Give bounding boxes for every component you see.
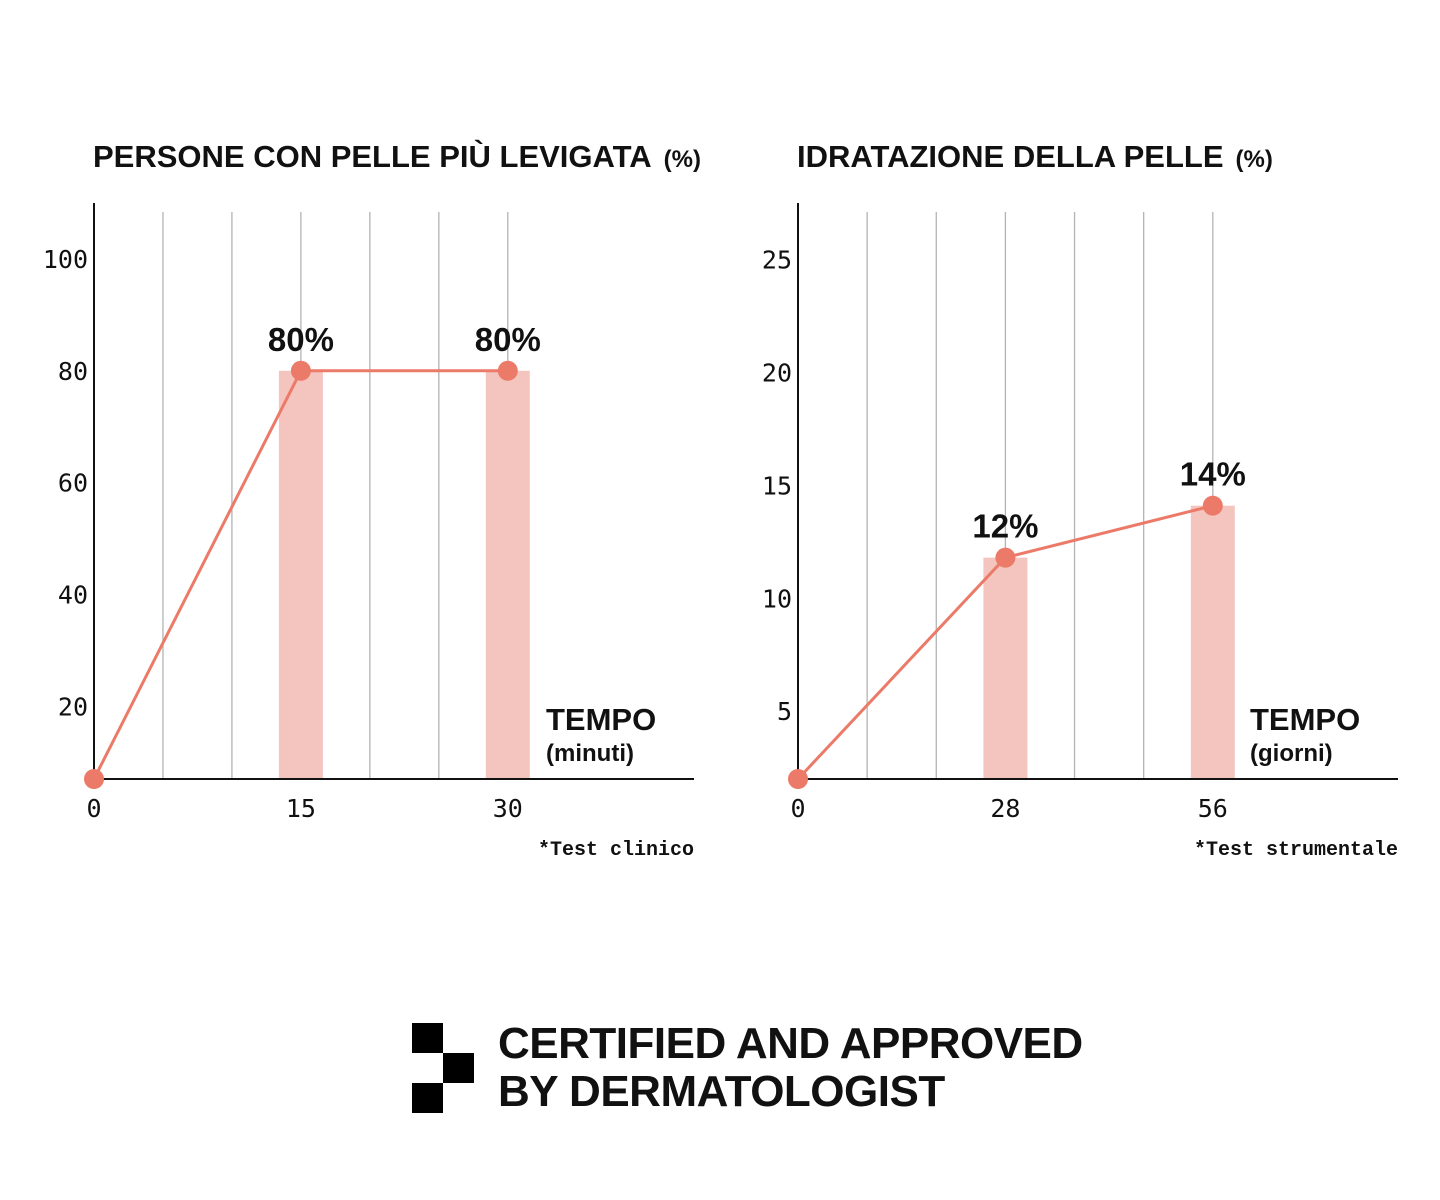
chart2-y-tick: 20 [762, 358, 792, 387]
chart-smoothness: PERSONE CON PELLE PIÙ LEVIGATA (%) 80% 80… [43, 138, 701, 862]
chart2-x-ticks: 0 28 56 [790, 794, 1227, 823]
chart2-bar [1190, 505, 1235, 779]
chart1-xlabel-unit: (minuti) [546, 740, 634, 767]
chart1-x-tick: 0 [86, 794, 101, 823]
badge-line-1: CERTIFIED AND APPROVED [498, 1018, 1083, 1068]
chart1-axes [93, 203, 694, 780]
chart1-points [84, 360, 518, 789]
chart1-y-tick: 60 [58, 469, 88, 498]
chart1-y-tick: 100 [43, 245, 88, 274]
chart2-point [1202, 495, 1223, 516]
chart2-data-labels: 12% 14% [972, 456, 1245, 545]
chart2-axes [797, 203, 1398, 780]
chart2-x-tick: 56 [1198, 794, 1228, 823]
chart1-point [84, 769, 104, 789]
chart1-data-label: 80% [268, 321, 334, 358]
chart1-title: PERSONE CON PELLE PIÙ LEVIGATA [93, 138, 652, 174]
chart1-x-tick: 30 [493, 794, 523, 823]
chart1-bar [278, 370, 323, 779]
badge-line-2: BY DERMATOLOGIST [498, 1066, 945, 1116]
chart2-y-tick: 15 [762, 471, 792, 500]
dermatologist-badge: CERTIFIED AND APPROVED BY DERMATOLOGIST [412, 1018, 1083, 1116]
chart1-bar [485, 370, 530, 779]
chart1-title-unit: (%) [664, 146, 701, 173]
chart2-point [995, 547, 1016, 568]
chart1-y-tick: 40 [58, 580, 88, 609]
chart2-data-label: 14% [1180, 456, 1246, 493]
chart2-title: IDRATAZIONE DELLA PELLE [797, 139, 1224, 174]
chart1-y-tick: 80 [58, 357, 88, 386]
svg-text:IDRATAZIONE DELLA PELLE: IDRATAZIONE DELLA PELLE (%) [797, 139, 1273, 174]
chart1-x-tick: 15 [286, 794, 316, 823]
chart2-xlabel-unit: (giorni) [1250, 740, 1333, 767]
chart1-point [290, 360, 311, 381]
chart2-xlabel: TEMPO [1250, 702, 1360, 737]
chart1-data-labels: 80% 80% [268, 321, 541, 358]
chart1-bars [278, 370, 530, 779]
chart2-y-tick: 5 [777, 697, 792, 726]
chart1-y-tick: 20 [58, 692, 88, 721]
chart1-x-ticks: 0 15 30 [86, 794, 522, 823]
badge-text: CERTIFIED AND APPROVED BY DERMATOLOGIST [498, 1018, 1083, 1116]
chart1-y-ticks: 20 40 60 80 100 [43, 245, 88, 721]
chart1-footnote: *Test clinico [538, 839, 694, 862]
chart1-data-label: 80% [475, 321, 541, 358]
chart2-points [788, 495, 1223, 789]
chart2-y-tick: 25 [762, 245, 792, 274]
chart2-bars [983, 505, 1235, 779]
chart2-y-ticks: 5 10 15 20 25 [762, 245, 792, 726]
chart2-footnote: *Test strumentale [1194, 839, 1398, 862]
chart2-gridlines [866, 212, 1214, 779]
chart2-y-tick: 10 [762, 584, 792, 613]
chart2-bar [983, 557, 1028, 779]
chart2-x-tick: 28 [990, 794, 1020, 823]
chart2-x-tick: 0 [790, 794, 805, 823]
checker-squares-icon [412, 1022, 474, 1113]
chart1-xlabel: TEMPO [546, 702, 656, 737]
svg-text:PERSONE CON PELLE PIÙ LEVIGATA: PERSONE CON PELLE PIÙ LEVIGATA (%) [93, 138, 701, 174]
chart1-point [497, 360, 518, 381]
chart2-point [788, 769, 808, 789]
chart1-gridlines [162, 212, 509, 779]
chart2-data-label: 12% [972, 508, 1038, 545]
chart2-title-unit: (%) [1236, 146, 1273, 173]
chart-hydration: IDRATAZIONE DELLA PELLE (%) 12% 14% 5 10 15… [762, 139, 1398, 862]
